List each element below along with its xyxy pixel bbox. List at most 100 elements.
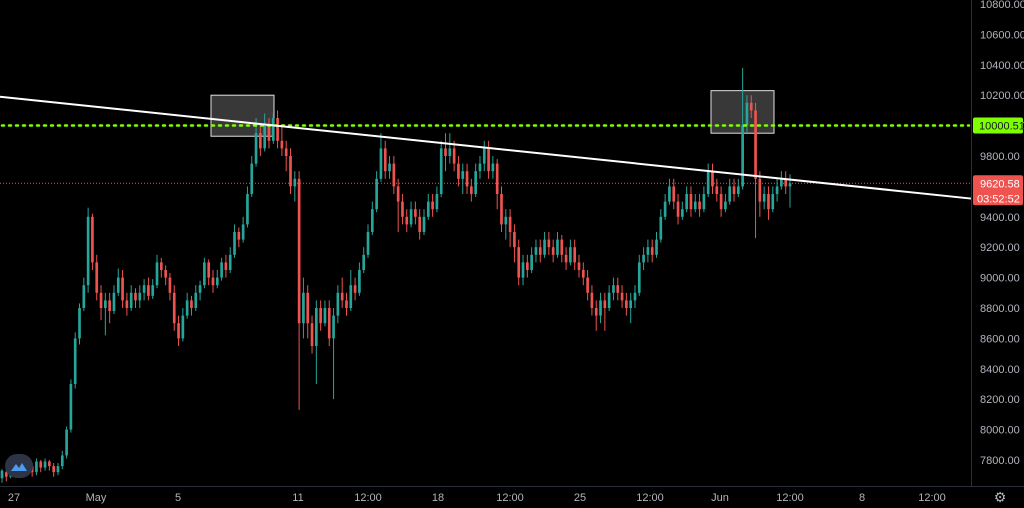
settings-gear-icon[interactable]: ⚙	[993, 489, 1007, 505]
candle-body-34	[147, 285, 150, 296]
candle-body-42	[181, 315, 185, 339]
candle-body-46	[198, 285, 202, 293]
candle-body-36	[155, 262, 159, 286]
price-tick-11: 8600.00	[980, 333, 1020, 345]
candle-body-15	[65, 429, 68, 456]
candle-body-135	[581, 270, 585, 278]
candle-body-9	[39, 461, 43, 468]
trendline[interactable]	[0, 95, 972, 200]
candle-body-141	[607, 292, 611, 308]
candle-body-35	[151, 285, 155, 296]
candle-body-49	[211, 277, 215, 286]
candle-body-95	[409, 209, 413, 225]
candle-body-143	[616, 285, 620, 293]
candle-body-56	[241, 224, 245, 240]
candle-body-20	[86, 216, 90, 286]
candle-body-10	[43, 461, 47, 468]
price-tick-15: 7800.00	[980, 455, 1020, 467]
candle-body-16	[69, 384, 73, 430]
candle-body-19	[82, 285, 86, 308]
tradingview-logo[interactable]	[5, 454, 33, 478]
candle-body-51	[220, 262, 223, 278]
candle-body-73	[315, 308, 318, 346]
candle-body-120	[517, 247, 521, 278]
time-tick-8: 12:00	[636, 492, 664, 504]
candle-body-159	[685, 194, 688, 210]
candle-body-41	[177, 323, 180, 339]
price-tick-2: 10400.00	[980, 60, 1024, 72]
price-tick-5: 9800.00	[980, 151, 1020, 163]
candle-body-139	[599, 300, 602, 316]
candle-body-33	[142, 285, 146, 293]
candle-body-97	[418, 216, 422, 232]
candle-body-89	[383, 148, 387, 172]
candle-body-88	[379, 148, 383, 179]
price-tick-1: 10600.00	[980, 29, 1024, 41]
candle-body-148	[637, 262, 641, 293]
candle-body-154	[663, 201, 667, 217]
candle-body-107	[461, 171, 465, 179]
time-axis[interactable]: 27 May 5 11 12:00 18 12:00 25 12:00 Jun 12:00 8 12:0…	[8, 492, 946, 504]
candle-body-127	[547, 239, 551, 248]
candle-body-99	[426, 201, 430, 217]
candle-body-47	[203, 262, 206, 286]
candle-body-52	[224, 262, 228, 270]
candle-body-178	[767, 194, 770, 210]
candle-body-31	[134, 292, 137, 301]
last-price-badge: 9620.58 03:52:52	[973, 175, 1023, 206]
logo-icon	[11, 463, 27, 471]
candle-body-119	[513, 232, 516, 248]
candle-body-166	[715, 186, 719, 194]
candle-body-32	[138, 292, 142, 301]
candle-body-126	[543, 239, 546, 255]
candle-body-101	[435, 194, 439, 210]
candle-body-131	[564, 254, 568, 263]
candle-body-164	[706, 171, 710, 194]
candle-body-55	[237, 232, 241, 240]
candle-body-44	[190, 300, 193, 308]
candle-body-116	[500, 194, 503, 225]
candle-body-108	[465, 171, 469, 187]
candle-body-26	[112, 292, 116, 312]
candle-body-140	[603, 300, 607, 308]
price-tick-8: 9200.00	[980, 242, 1020, 254]
candle-body-155	[668, 186, 671, 202]
candle-body-0	[0, 470, 4, 479]
candle-body-29	[125, 300, 129, 308]
time-tick-11: 8	[859, 492, 865, 504]
candle-body-24	[104, 300, 107, 308]
candle-body-64	[276, 118, 279, 141]
candle-body-168	[724, 201, 727, 210]
candle-body-113	[487, 148, 490, 172]
candle-body-167	[719, 194, 723, 210]
candle-body-118	[508, 216, 512, 232]
candle-body-25	[108, 300, 111, 312]
candle-body-17	[73, 338, 77, 384]
countdown-label: 03:52:52	[977, 193, 1020, 205]
candle-body-87	[375, 178, 378, 210]
candle-body-63	[271, 118, 275, 141]
candle-body-121	[521, 262, 525, 278]
price-tick-7: 9400.00	[980, 212, 1020, 224]
resistance-price-label: 10000.51	[979, 121, 1024, 133]
price-tick-13: 8200.00	[980, 394, 1020, 406]
candle-body-74	[319, 308, 322, 324]
candle-body-65	[280, 140, 284, 149]
candle-body-147	[633, 292, 637, 301]
candle-body-43	[185, 300, 189, 316]
candle-body-136	[586, 277, 589, 293]
candle-body-171	[736, 186, 740, 194]
candle-body-163	[702, 194, 706, 210]
candle-body-142	[612, 285, 615, 293]
candle-body-156	[672, 186, 676, 202]
candle-body-153	[659, 216, 663, 240]
candle-body-92	[396, 186, 400, 202]
candle-body-102	[439, 148, 443, 194]
candle-body-183	[788, 183, 792, 187]
candle-body-13	[56, 466, 60, 473]
candle-body-100	[431, 201, 434, 210]
candle-body-111	[478, 163, 482, 172]
candle-body-103	[444, 148, 447, 156]
